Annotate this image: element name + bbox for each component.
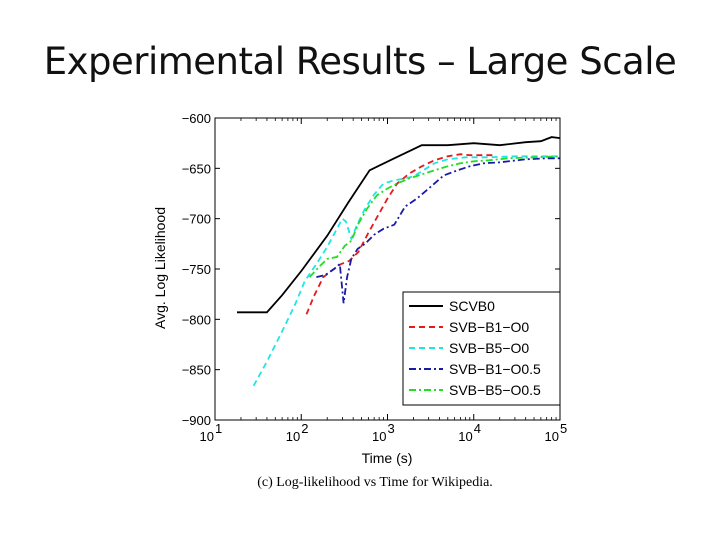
y-tick-label: −800	[182, 312, 211, 327]
chart-caption: (c) Log-likelihood vs Time for Wikipedia…	[257, 475, 493, 490]
x-tick-base: 10	[545, 429, 559, 444]
series-line-4	[316, 157, 560, 304]
x-tick-exponent: 3	[388, 421, 395, 436]
legend-label: SVB−B1−O0.5	[449, 361, 541, 377]
x-tick-exponent: 4	[474, 421, 481, 436]
slide-title: Experimental Results – Large Scale	[43, 40, 677, 83]
legend-label: SVB−B5−O0.5	[449, 382, 541, 398]
series-layer	[237, 136, 561, 387]
plot-frame	[214, 117, 561, 421]
x-tick-label: 10	[286, 429, 300, 444]
y-tick-label: −750	[182, 262, 211, 277]
series-line-1	[237, 136, 561, 314]
x-tick-label: 10	[458, 429, 472, 444]
x-tick-base: 10	[286, 429, 300, 444]
x-tick-exponent: 1	[215, 421, 222, 436]
legend-label: SVB−B1−O0	[449, 319, 529, 335]
legend-label: SCVB0	[449, 298, 495, 314]
x-tick-label: 10	[200, 429, 214, 444]
x-tick-base: 10	[458, 429, 472, 444]
x-axis-label: Time (s)	[362, 450, 413, 466]
x-tick-base: 10	[372, 429, 386, 444]
y-tick-label: −650	[182, 161, 211, 176]
x-tick-label: 10	[545, 429, 559, 444]
x-tick-exponent: 5	[560, 421, 567, 436]
y-tick-label: −900	[182, 413, 211, 428]
y-tick-label: −700	[182, 212, 211, 227]
legend: SCVB0 SVB−B1−O0 SVB−B5−O0 SVB−B1−O0.5 SVB−B5…	[402, 291, 561, 406]
axes-layer: −600−650−700−750−800−850−900101102103104…	[182, 111, 568, 444]
y-tick-label: −600	[182, 111, 211, 126]
legend-label: SVB−B5−O0	[449, 340, 529, 356]
x-tick-base: 10	[200, 429, 214, 444]
y-axis-label: Avg. Log Likelihood	[152, 207, 168, 329]
series-line-3	[252, 155, 560, 387]
x-tick-exponent: 2	[301, 421, 308, 436]
y-tick-label: −850	[182, 363, 211, 378]
x-tick-label: 10	[372, 429, 386, 444]
